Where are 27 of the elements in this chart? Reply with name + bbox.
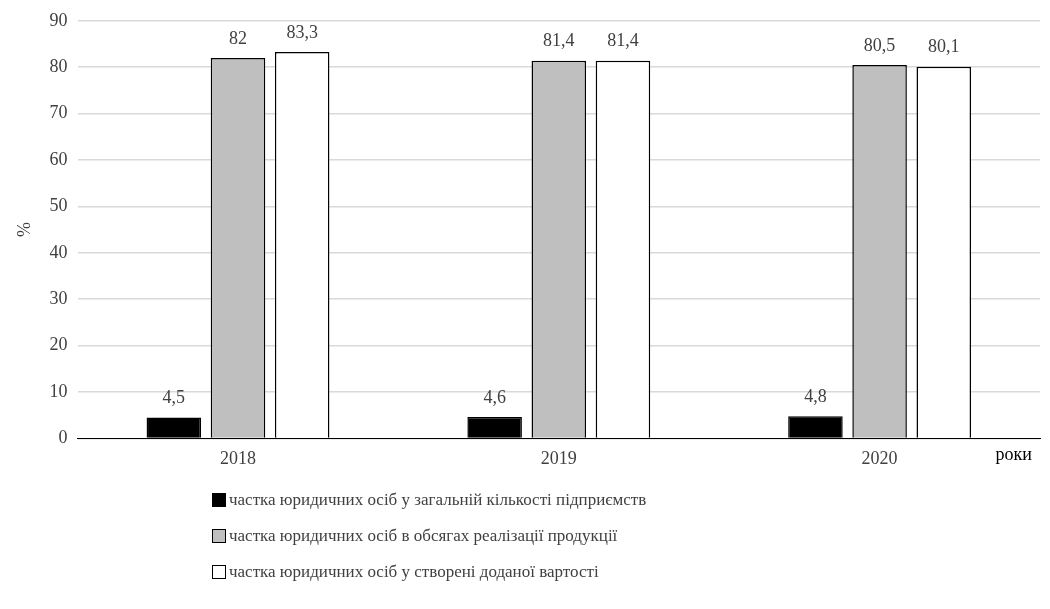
- x-tick-label: 2018: [220, 447, 256, 468]
- x-tick-label: 2020: [861, 447, 898, 468]
- y-tick-label: 70: [49, 102, 68, 123]
- data-label: 81,4: [543, 30, 575, 51]
- data-label: 82: [229, 27, 247, 48]
- legend-label: частка юридичних осіб у створені доданої вартості: [229, 562, 599, 582]
- data-label: 4,6: [483, 386, 506, 407]
- data-label: 80,5: [863, 34, 896, 55]
- y-tick-label: 10: [49, 380, 68, 401]
- y-axis-title: %: [13, 222, 34, 238]
- y-tick-label: 80: [49, 55, 68, 76]
- y-tick-label: 60: [49, 148, 68, 169]
- data-label: 81,4: [607, 30, 639, 51]
- y-tick-label: 20: [49, 334, 68, 355]
- y-tick-label: 90: [49, 9, 68, 30]
- data-label: 4,5: [162, 387, 186, 408]
- y-tick-label: 0: [58, 427, 68, 448]
- x-tick-label: 2019: [540, 447, 577, 468]
- data-label: 4,8: [804, 385, 827, 406]
- x-axis-title: роки: [995, 444, 1033, 465]
- legend-label: частка юридичних осіб у загальній кількості підприємств: [229, 490, 647, 510]
- y-tick-label: 30: [49, 287, 68, 308]
- legend-label: частка юридичних осіб в обсягах реалізації продукції: [229, 526, 618, 546]
- data-label: 83,3: [286, 21, 318, 42]
- y-tick-label: 40: [49, 241, 68, 262]
- y-tick-label: 50: [49, 195, 68, 216]
- data-label: 80,1: [928, 36, 960, 57]
